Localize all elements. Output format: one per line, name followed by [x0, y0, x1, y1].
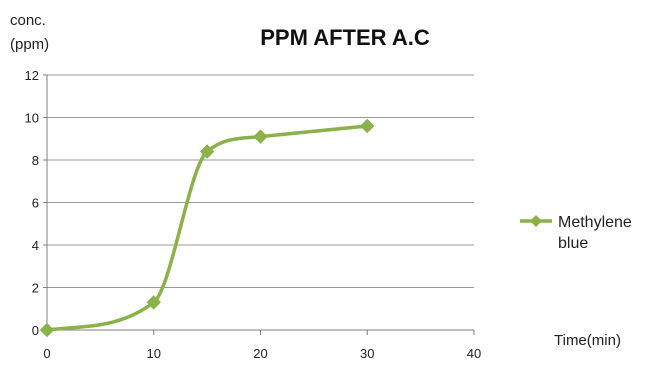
x-tick-label: 30: [360, 346, 374, 361]
x-tick-label: 40: [467, 346, 481, 361]
y-tick-label: 10: [25, 111, 39, 126]
y-tick-label: 0: [32, 323, 39, 338]
axes: [43, 74, 475, 335]
legend: Methylene blue: [520, 214, 632, 252]
data-point-marker: [199, 144, 215, 159]
y-tick-label: 2: [32, 281, 39, 296]
chart-title: PPM AFTER A.C: [260, 25, 430, 50]
data-point-marker: [146, 295, 161, 310]
y-axis-title-line-2: (ppm): [10, 36, 49, 53]
series-layer: [39, 118, 375, 338]
series-line: [45, 124, 369, 332]
y-tick-label: 6: [32, 196, 39, 211]
y-tick-label: 4: [32, 238, 39, 253]
legend-marker-swatch: [530, 215, 542, 227]
legend-label-line: blue: [558, 235, 588, 252]
tick-labels: 0 2 4 6 8 10 12 0 10 20 30 40: [25, 68, 482, 361]
y-tick-label: 12: [25, 68, 39, 83]
data-point-marker: [39, 322, 55, 338]
x-tick-label: 10: [147, 346, 161, 361]
y-axis-title: conc. (ppm): [10, 12, 50, 53]
legend-label-line: Methylene: [558, 214, 632, 231]
x-axis-title: Time(min): [554, 332, 621, 349]
data-point-marker: [360, 118, 375, 134]
y-tick-label: 8: [32, 153, 39, 168]
gridlines: [47, 74, 474, 288]
x-tick-label: 20: [253, 346, 267, 361]
legend-label: Methylene blue: [558, 214, 632, 252]
y-axis-title-line-1: conc.: [10, 12, 46, 29]
data-point-marker: [253, 129, 268, 144]
x-tick-label: 0: [43, 346, 50, 361]
